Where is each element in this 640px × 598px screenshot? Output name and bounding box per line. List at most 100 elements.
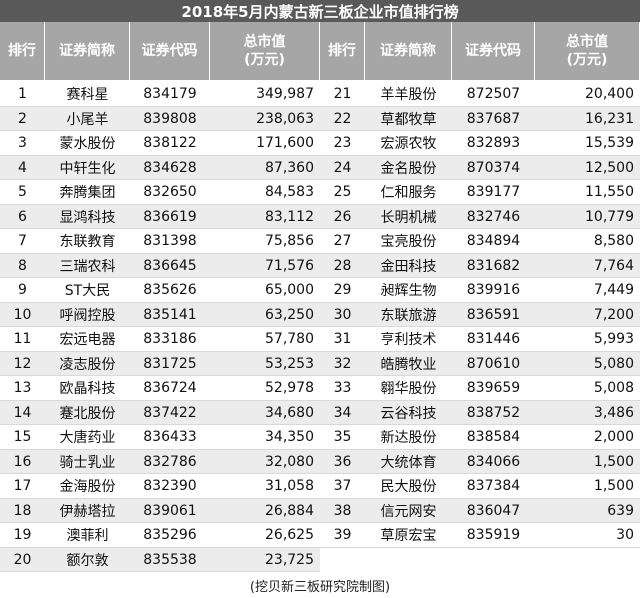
stock-name: 澳菲利 [66,528,109,545]
rank: 11 [13,331,32,348]
rank: 4 [18,159,27,176]
rank: 14 [13,404,32,421]
stock-code: 834066 [466,453,521,470]
stock-name: 翱华股份 [380,381,437,398]
row-background [320,449,640,474]
stock-code: 836047 [466,502,521,519]
stock-code: 832746 [466,208,521,225]
row-background [0,131,320,156]
stock-code: 835626 [143,282,197,299]
header-unit: (万元) [244,52,285,68]
stock-name: 中轩生化 [59,160,116,177]
rank: 18 [13,502,32,519]
market-value: 5,993 [593,331,634,348]
stock-code: 835296 [143,527,197,544]
rank: 20 [13,551,32,568]
footer: (挖贝新三板研究院制图) [249,579,391,595]
stock-code: 835538 [143,551,197,568]
stock-name: 民大股份 [380,479,437,496]
stock-code: 839808 [143,110,197,127]
rank: 1 [18,86,27,103]
header-text: 排行 [8,43,36,59]
market-value: 75,856 [265,233,314,250]
row-background [320,82,640,107]
rank: 27 [333,233,352,250]
market-value: 26,625 [265,527,314,544]
rank: 32 [333,355,352,372]
column-header: 总市值 (万元) [535,22,640,80]
stock-name: 羊羊股份 [380,87,437,104]
stock-name: 草原宏宝 [380,528,437,545]
stock-code: 831725 [143,355,197,372]
stock-code: 834894 [466,233,521,250]
row-background [0,449,320,474]
header-text: 证券代码 [465,43,521,59]
stock-code: 839177 [466,184,521,201]
stock-code: 832650 [143,184,197,201]
stock-code: 836619 [143,208,197,225]
stock-name: 显鸿科技 [59,209,116,226]
rank: 31 [333,331,352,348]
market-value: 11,550 [585,184,634,201]
row-background [320,351,640,376]
rank: 23 [333,135,352,152]
market-value: 32,080 [265,453,314,470]
rank: 29 [333,282,352,299]
stock-name: 凌志股份 [59,356,116,373]
market-value: 23,725 [265,551,314,568]
rank: 28 [333,257,352,274]
market-value: 65,000 [265,282,314,299]
market-value: 63,250 [265,306,314,323]
market-value: 639 [607,502,634,519]
stock-code: 870610 [466,355,521,372]
stock-code: 835141 [143,306,197,323]
row-background [320,376,640,401]
rank: 16 [13,453,32,470]
row-background [320,253,640,278]
market-value: 12,500 [585,159,634,176]
row-background [0,229,320,254]
market-value: 52,978 [265,380,314,397]
rank: 3 [18,135,27,152]
row-background [320,155,640,180]
column-header: 排行 [320,22,365,80]
market-value: 1,500 [593,478,634,495]
market-value: 83,112 [265,208,314,225]
rank: 7 [18,233,27,250]
market-value: 20,400 [585,86,634,103]
stock-name: 草都牧草 [380,111,437,128]
rank: 10 [13,306,32,323]
market-value: 34,350 [265,429,314,446]
row-background [0,498,320,523]
stock-code: 835919 [466,527,521,544]
row-background [320,523,640,548]
header-text: 证券简称 [380,43,436,59]
column-header: 排行 [0,22,45,80]
stock-name: 金田科技 [380,258,437,275]
rank: 26 [333,208,352,225]
column-header: 证券简称 [45,22,130,80]
stock-code: 832786 [143,453,197,470]
header-text: 排行 [328,43,356,59]
row-background [0,106,320,131]
market-value: 87,360 [265,159,314,176]
rank: 36 [333,453,352,470]
market-value: 3,486 [593,404,634,421]
stock-name: 欧晶科技 [59,381,116,398]
row-background [0,302,320,327]
market-value: 5,080 [593,355,634,372]
row-background [0,425,320,450]
market-value: 171,600 [256,135,314,152]
market-value: 7,200 [593,306,634,323]
stock-code: 838122 [143,135,197,152]
stock-code: 836433 [143,429,197,446]
stock-name: 蹇北股份 [59,405,116,422]
row-background [0,474,320,499]
market-value: 15,539 [585,135,634,152]
stock-name: 宏源农牧 [380,136,437,153]
rank: 24 [333,159,352,176]
row-background [0,547,320,572]
header-unit: (万元) [566,52,608,68]
stock-name: 东联旅游 [380,307,437,324]
